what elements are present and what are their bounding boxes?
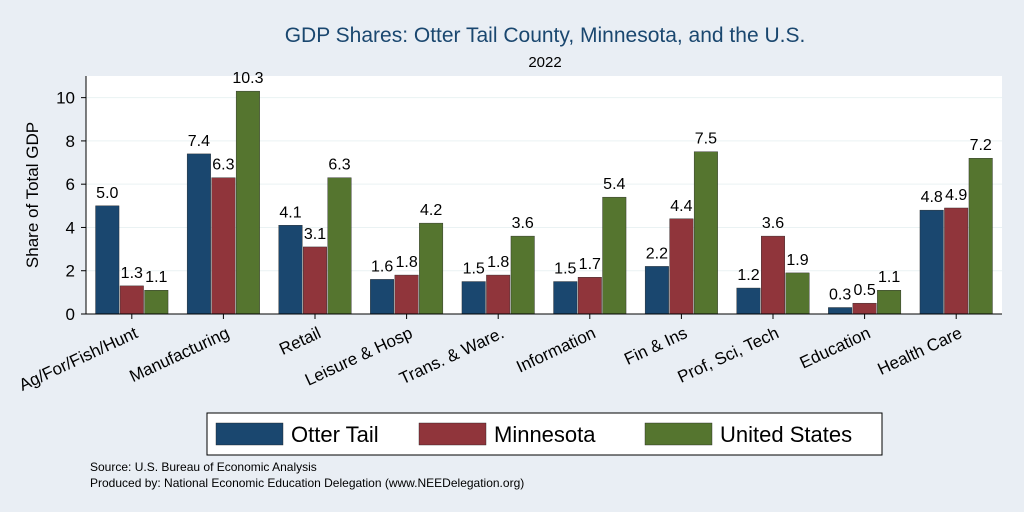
y-tick-label: 2	[66, 262, 75, 281]
data-label: 1.5	[463, 261, 485, 278]
data-label: 0.3	[829, 287, 851, 304]
bar	[461, 281, 486, 315]
bar	[327, 177, 352, 315]
bar	[95, 205, 120, 315]
data-label: 6.3	[212, 157, 234, 174]
bar	[486, 274, 511, 315]
legend-swatch	[418, 422, 487, 446]
bar	[644, 266, 669, 315]
x-tick-label: Fin & Ins	[621, 323, 690, 369]
bar	[119, 285, 144, 315]
legend-label: Minnesota	[494, 422, 596, 447]
bar	[968, 158, 993, 315]
bar	[235, 90, 260, 315]
y-axis-ticks: 0 2 4 6 8 10	[56, 89, 86, 324]
data-label: 3.6	[762, 215, 784, 232]
bar	[278, 225, 303, 315]
bar	[669, 218, 694, 315]
data-label: 7.2	[970, 137, 992, 154]
legend-box	[206, 412, 883, 456]
bar	[370, 279, 395, 315]
data-label: 1.5	[554, 261, 576, 278]
bar	[761, 235, 785, 315]
bar	[144, 290, 169, 315]
x-tick-label: Information	[513, 323, 598, 376]
y-tick-label: 10	[56, 89, 75, 108]
y-tick-label: 4	[66, 218, 75, 237]
data-label: 2.2	[646, 245, 668, 262]
data-label: 3.6	[512, 215, 534, 232]
data-label: 7.4	[188, 133, 210, 150]
data-label: 5.4	[603, 176, 625, 193]
data-label: 5.0	[96, 185, 118, 202]
data-label: 1.2	[737, 267, 759, 284]
data-label: 4.2	[420, 202, 442, 219]
data-label: 10.3	[232, 70, 263, 87]
data-label: 1.3	[121, 265, 143, 282]
y-tick-label: 6	[66, 175, 75, 194]
bar	[877, 290, 902, 315]
y-axis-label: Share of Total GDP	[23, 122, 42, 268]
legend: Otter Tail Minnesota United States	[215, 422, 852, 447]
bar	[693, 151, 718, 315]
data-label: 1.8	[487, 254, 509, 271]
bar	[577, 277, 602, 315]
data-label: 1.1	[145, 269, 167, 286]
legend-swatch	[215, 422, 284, 446]
x-tick-label: Education	[797, 323, 874, 372]
bar	[944, 207, 969, 315]
data-label: 1.8	[395, 254, 417, 271]
bar	[553, 281, 578, 315]
bar	[303, 246, 327, 315]
bar	[602, 196, 627, 315]
data-label: 3.1	[304, 226, 326, 243]
data-label: 6.3	[328, 157, 350, 174]
bars	[95, 90, 993, 315]
data-label: 7.5	[695, 131, 717, 148]
x-tick-label: Trans. & Ware.	[396, 323, 506, 388]
bar	[785, 272, 810, 315]
data-label: 1.1	[878, 269, 900, 286]
legend-label: United States	[720, 422, 852, 447]
x-tick-label: Manufacturing	[126, 323, 232, 386]
y-tick-label: 0	[66, 305, 75, 324]
data-label: 1.6	[371, 258, 393, 275]
chart-subtitle: 2022	[528, 54, 561, 71]
bar	[419, 222, 444, 315]
data-labels: 5.01.3 1.17.46.310.34.13.16.31.6 1.84.21.5…	[96, 70, 992, 303]
produced-by-note: Produced by: National Economic Education…	[90, 476, 524, 490]
source-note: Source: U.S. Bureau of Economic Analysis	[90, 460, 317, 474]
data-label: 4.4	[670, 198, 692, 215]
bar	[852, 302, 877, 315]
data-label: 4.8	[921, 189, 943, 206]
data-label: 4.9	[945, 187, 967, 204]
x-tick-label: Ag/For/Fish/Hunt	[16, 323, 141, 395]
bar	[186, 153, 211, 315]
data-label: 4.1	[279, 204, 301, 221]
bar	[394, 274, 419, 315]
x-tick-label: Retail	[276, 323, 323, 359]
x-tick-label: Prof, Sci, Tech	[675, 323, 782, 386]
bar	[736, 287, 761, 315]
legend-swatch	[644, 422, 713, 446]
bar	[919, 209, 944, 315]
data-label: 1.9	[786, 252, 808, 269]
data-label: 0.5	[853, 282, 875, 299]
x-tick-label: Health Care	[875, 323, 965, 379]
chart-title: GDP Shares: Otter Tail County, Minnesota…	[285, 24, 806, 47]
y-tick-label: 8	[66, 132, 75, 151]
data-label: 1.7	[579, 256, 601, 273]
legend-label: Otter Tail	[291, 422, 379, 447]
bar	[211, 177, 236, 315]
bar	[510, 235, 535, 315]
bar	[828, 307, 853, 315]
